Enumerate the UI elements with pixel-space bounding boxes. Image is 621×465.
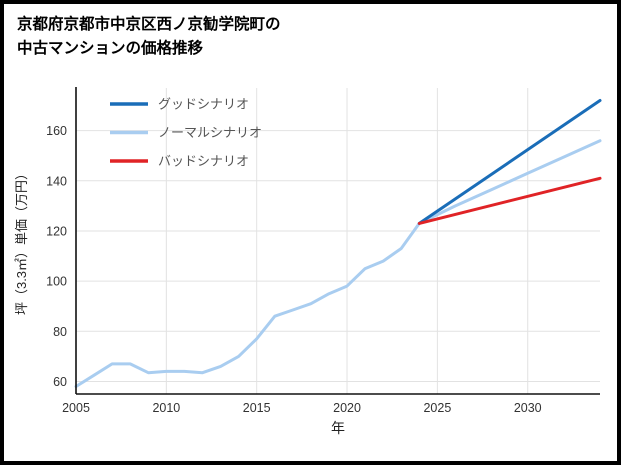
y-tick-label: 160 — [46, 124, 67, 138]
axis-layer: 2005 2010 2015 2020 2025 2030 60 80 100 120 140 160 — [46, 87, 600, 415]
legend-label: ノーマルシナリオ — [158, 125, 262, 140]
series-line-1 — [417, 99, 602, 225]
x-tick-label: 2015 — [243, 401, 271, 415]
x-tick-label: 2010 — [152, 401, 180, 415]
chart-title: 京都府京都市中京区西ノ京勧学院町の 中古マンションの価格推移 — [17, 13, 281, 61]
legend-item[interactable]: ノーマルシナリオ — [110, 125, 262, 140]
y-tick-label: 100 — [46, 275, 67, 289]
x-axis-title: 年 — [331, 420, 345, 436]
series-layer — [74, 99, 602, 388]
legend-item[interactable]: グッドシナリオ — [110, 97, 249, 112]
legend-item[interactable]: バッドシナリオ — [110, 154, 249, 169]
legend-label: バッドシナリオ — [158, 154, 249, 169]
price-trend-chart: 2005 2010 2015 2020 2025 2030 60 80 100 120 140 160… — [14, 87, 602, 436]
y-tick-label: 140 — [46, 174, 67, 188]
legend-label: グッドシナリオ — [158, 97, 249, 112]
x-tick-label: 2025 — [423, 401, 451, 415]
x-tick-label: 2005 — [62, 401, 90, 415]
chart-title-line1: 京都府京都市中京区西ノ京勧学院町の — [17, 16, 281, 33]
x-tick-label: 2020 — [333, 401, 361, 415]
series-line-3 — [417, 176, 602, 225]
y-tick-label: 60 — [53, 375, 67, 389]
x-tick-label: 2030 — [514, 401, 542, 415]
series-line-2 — [74, 139, 602, 388]
y-tick-label: 120 — [46, 224, 67, 238]
y-axis-title: 坪（3.3㎡）単価（万円） — [14, 167, 29, 315]
y-tick-label: 80 — [53, 325, 67, 339]
grid-layer — [75, 88, 600, 394]
chart-title-line2: 中古マンションの価格推移 — [17, 40, 204, 58]
